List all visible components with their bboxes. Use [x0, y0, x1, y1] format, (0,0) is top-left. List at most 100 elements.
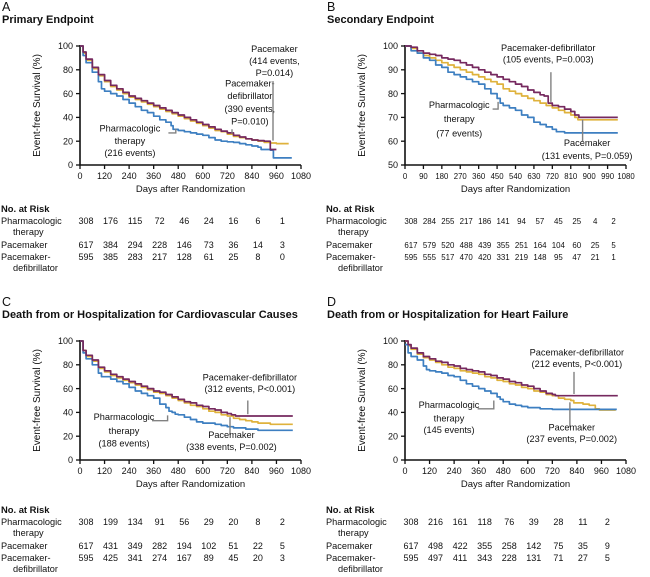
x-tick-label: 240 [122, 466, 137, 476]
risk-value: 25 [572, 217, 581, 226]
risk-value: 45 [554, 217, 563, 226]
pacemaker-defibrillator-label: Pacemaker- [225, 78, 275, 88]
risk-value: 217 [152, 252, 167, 262]
pharmacologic-label: (77 events) [436, 128, 482, 138]
x-tick-label: 990 [601, 172, 615, 181]
risk-value: 20 [228, 517, 238, 527]
panel-b: 50 60 70 80 90 100 0 90 180 270 360 450 540 630 720 810… [325, 0, 650, 295]
risk-row-label-pharmacologictherapy: Pharmacologic [1, 216, 62, 226]
risk-value: 2 [605, 517, 610, 527]
risk-value: 134 [128, 517, 143, 527]
x-tick-label: 720 [545, 466, 560, 476]
risk-value: 47 [572, 253, 581, 262]
risk-value: 89 [204, 553, 214, 563]
risk-value: 95 [554, 253, 563, 262]
x-tick-label: 240 [447, 466, 462, 476]
risk-value: 425 [103, 553, 118, 563]
risk-value: 46 [179, 216, 189, 226]
y-tick-label: 90 [388, 65, 398, 75]
y-tick-label: 0 [68, 455, 73, 465]
risk-value: 71 [553, 553, 563, 563]
risk-value: 497 [428, 553, 443, 563]
risk-value: 20 [253, 553, 263, 563]
risk-value: 294 [128, 240, 143, 250]
x-tick-label: 270 [454, 172, 468, 181]
risk-row-label-pacemaker-defibrillator: Pacemaker- [326, 252, 376, 262]
risk-value: 5 [605, 553, 610, 563]
risk-value: 555 [423, 253, 437, 262]
y-tick-label: 100 [58, 41, 73, 51]
curve-pacemaker-defibrillator [405, 340, 618, 397]
risk-row-label-pharmacologictherapy: Pharmacologic [326, 517, 387, 527]
pharmacologic-label: therapy [434, 413, 465, 423]
pharmacologic-label-leader-line [492, 101, 499, 110]
x-tick-label: 360 [146, 466, 161, 476]
risk-value: 284 [423, 217, 437, 226]
pharmacologic-label: Pharmacologic [419, 400, 480, 410]
risk-row-label-pharmacologictherapy: Pharmacologic [326, 216, 387, 226]
panel-b-chart: 50 60 70 80 90 100 0 90 180 270 360 450 540 630 720 810… [326, 41, 635, 273]
risk-value: 104 [552, 241, 566, 250]
risk-value: 72 [155, 216, 165, 226]
risk-value: 384 [103, 240, 118, 250]
pacemaker-label: Pacemaker [549, 422, 595, 432]
pacemaker-label: (338 events, P=0.002) [186, 442, 277, 452]
risk-value: 595 [78, 252, 93, 262]
panel-a-letter: A [2, 0, 11, 14]
risk-value: 3 [280, 240, 285, 250]
risk-row-label-pharmacologictherapy: therapy [338, 528, 369, 538]
risk-value: 579 [423, 241, 437, 250]
pacemaker-defibrillator-label: Pacemaker-defibrillator [530, 347, 624, 357]
risk-value: 73 [204, 240, 214, 250]
risk-value: 14 [253, 240, 263, 250]
risk-value: 1 [611, 253, 615, 262]
panel-d-title: Death from or Hospitalization for Heart … [327, 309, 569, 321]
risk-value: 308 [78, 517, 93, 527]
risk-value: 148 [533, 253, 547, 262]
x-tick-label: 960 [269, 466, 284, 476]
pacemaker-label: (237 events, P=0.002) [526, 434, 617, 444]
risk-value: 128 [177, 252, 192, 262]
y-tick-label: 40 [388, 408, 398, 418]
risk-value: 283 [128, 252, 143, 262]
panel-c-letter: C [2, 295, 12, 309]
risk-value: 439 [478, 241, 492, 250]
risk-value: 36 [228, 240, 238, 250]
x-tick-label: 120 [97, 466, 112, 476]
pharmacologic-label: (188 events) [98, 438, 149, 448]
risk-value: 355 [496, 241, 510, 250]
y-tick-label: 60 [63, 384, 73, 394]
x-tick-label: 720 [220, 171, 235, 181]
risk-value: 3 [280, 553, 285, 563]
risk-value: 258 [502, 541, 517, 551]
risk-value: 141 [496, 217, 509, 226]
pharmacologic-label-leader-line [152, 415, 169, 422]
risk-value: 343 [477, 553, 492, 563]
risk-value: 91 [155, 517, 165, 527]
risk-value: 2 [611, 217, 615, 226]
risk-value: 6 [255, 216, 260, 226]
pharmacologic-label: (145 events) [423, 425, 474, 435]
risk-value: 8 [255, 252, 260, 262]
curve-pharmacologic-therapy [80, 45, 292, 159]
pharmacologic-label-leader-line [477, 400, 495, 410]
panel-c-chart: 0 20 40 60 80 100 0 120 240 360 480 600 720 840 960 108… [1, 336, 311, 574]
y-tick-label: 80 [63, 65, 73, 75]
x-tick-label: 600 [520, 466, 535, 476]
risk-value: 341 [128, 553, 143, 563]
x-tick-label: 0 [403, 172, 408, 181]
risk-value: 102 [201, 541, 216, 551]
risk-value: 29 [204, 517, 214, 527]
risk-row-label-pacemaker-defibrillator: Pacemaker- [1, 252, 51, 262]
risk-value: 517 [441, 253, 454, 262]
x-tick-label: 480 [496, 466, 511, 476]
risk-value: 5 [611, 241, 616, 250]
risk-value: 411 [453, 553, 467, 563]
risk-value: 21 [591, 253, 600, 262]
x-axis-label: Days after Randomization [136, 479, 245, 490]
x-tick-label: 180 [435, 172, 449, 181]
risk-row-label-pacemaker-defibrillator: defibrillator [338, 263, 383, 273]
curve-pharmacologic-therapy [405, 45, 618, 134]
pacemaker-label: Pacemaker [251, 44, 297, 54]
